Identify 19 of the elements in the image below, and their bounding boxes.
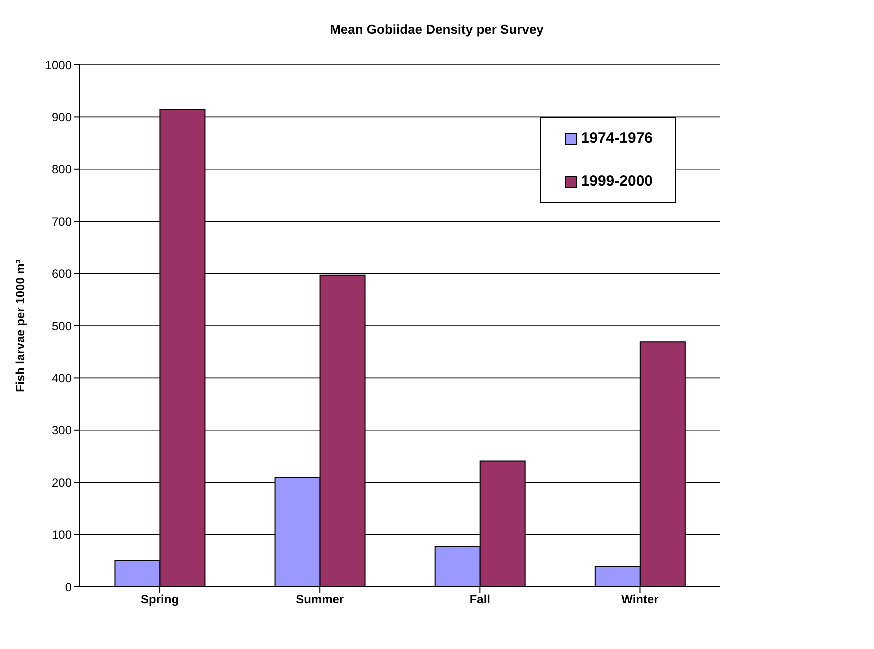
x-tick-label: Spring	[141, 592, 180, 607]
y-tick-label: 100	[52, 528, 72, 542]
y-axis-title: Fish larvae per 1000 m³	[13, 260, 28, 392]
y-tick-label: 400	[52, 371, 72, 386]
x-tick-label: Fall	[470, 592, 490, 607]
y-tick-label: 900	[52, 110, 72, 124]
y-tick-label: 500	[52, 319, 72, 334]
y-tick-label: 300	[52, 424, 72, 438]
y-tick-label: 0	[65, 580, 72, 594]
y-tick-label: 200	[52, 476, 72, 490]
chart-title: Mean Gobiidae Density per Survey	[329, 21, 545, 37]
legend-label: 1999-2000	[581, 173, 653, 190]
legend-label: 1974-1976	[581, 130, 653, 147]
x-tick-label: Winter	[622, 592, 660, 607]
y-tick-label: 1000	[45, 58, 72, 72]
y-tick-label: 600	[52, 267, 72, 282]
x-tick-label: Summer	[296, 592, 344, 607]
y-tick-label: 700	[52, 214, 72, 229]
y-tick-label: 800	[52, 162, 72, 177]
